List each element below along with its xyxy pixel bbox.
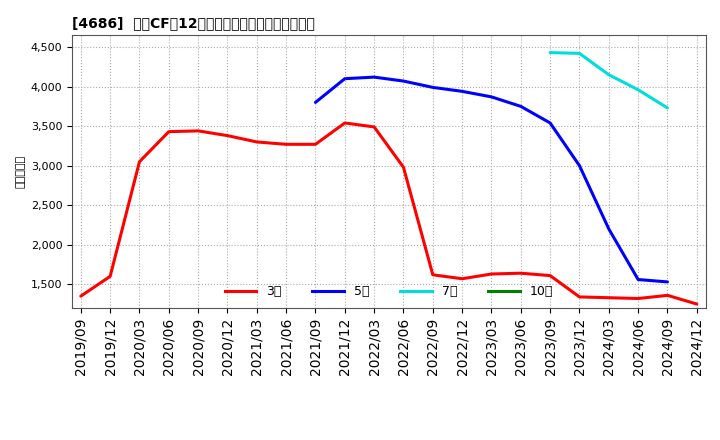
5年 bbox=[428, 85, 437, 90]
Legend: 3年, 5年, 7年, 10年: 3年, 5年, 7年, 10年 bbox=[218, 279, 559, 304]
5年 bbox=[663, 279, 672, 285]
3年 bbox=[311, 142, 320, 147]
5年 bbox=[634, 277, 642, 282]
5年 bbox=[516, 104, 525, 109]
Line: 7年: 7年 bbox=[550, 53, 667, 108]
3年 bbox=[76, 293, 85, 299]
7年 bbox=[575, 51, 584, 56]
5年 bbox=[575, 163, 584, 169]
3年 bbox=[282, 142, 290, 147]
5年 bbox=[370, 74, 379, 80]
3年 bbox=[194, 128, 202, 133]
7年 bbox=[634, 87, 642, 92]
3年 bbox=[223, 133, 232, 138]
3年 bbox=[516, 271, 525, 276]
5年 bbox=[605, 226, 613, 231]
7年 bbox=[663, 105, 672, 110]
5年 bbox=[458, 89, 467, 94]
3年 bbox=[634, 296, 642, 301]
3年 bbox=[575, 294, 584, 300]
3年 bbox=[458, 276, 467, 282]
3年 bbox=[663, 293, 672, 298]
7年 bbox=[546, 50, 554, 55]
3年 bbox=[341, 120, 349, 125]
7年 bbox=[605, 72, 613, 77]
3年 bbox=[693, 301, 701, 307]
3年 bbox=[428, 272, 437, 278]
3年 bbox=[135, 159, 144, 165]
5年 bbox=[311, 100, 320, 105]
3年 bbox=[164, 129, 173, 134]
3年 bbox=[399, 165, 408, 170]
3年 bbox=[605, 295, 613, 301]
3年 bbox=[370, 124, 379, 129]
Line: 5年: 5年 bbox=[315, 77, 667, 282]
3年 bbox=[546, 273, 554, 278]
3年 bbox=[487, 271, 496, 277]
5年 bbox=[341, 76, 349, 81]
5年 bbox=[487, 94, 496, 99]
Line: 3年: 3年 bbox=[81, 123, 697, 304]
5年 bbox=[399, 78, 408, 84]
3年 bbox=[253, 139, 261, 145]
Y-axis label: （百万円）: （百万円） bbox=[15, 155, 25, 188]
Text: [4686]  営業CFの12か月移動合計の標準偏差の推移: [4686] 営業CFの12か月移動合計の標準偏差の推移 bbox=[72, 16, 315, 30]
5年 bbox=[546, 120, 554, 125]
3年 bbox=[106, 274, 114, 279]
